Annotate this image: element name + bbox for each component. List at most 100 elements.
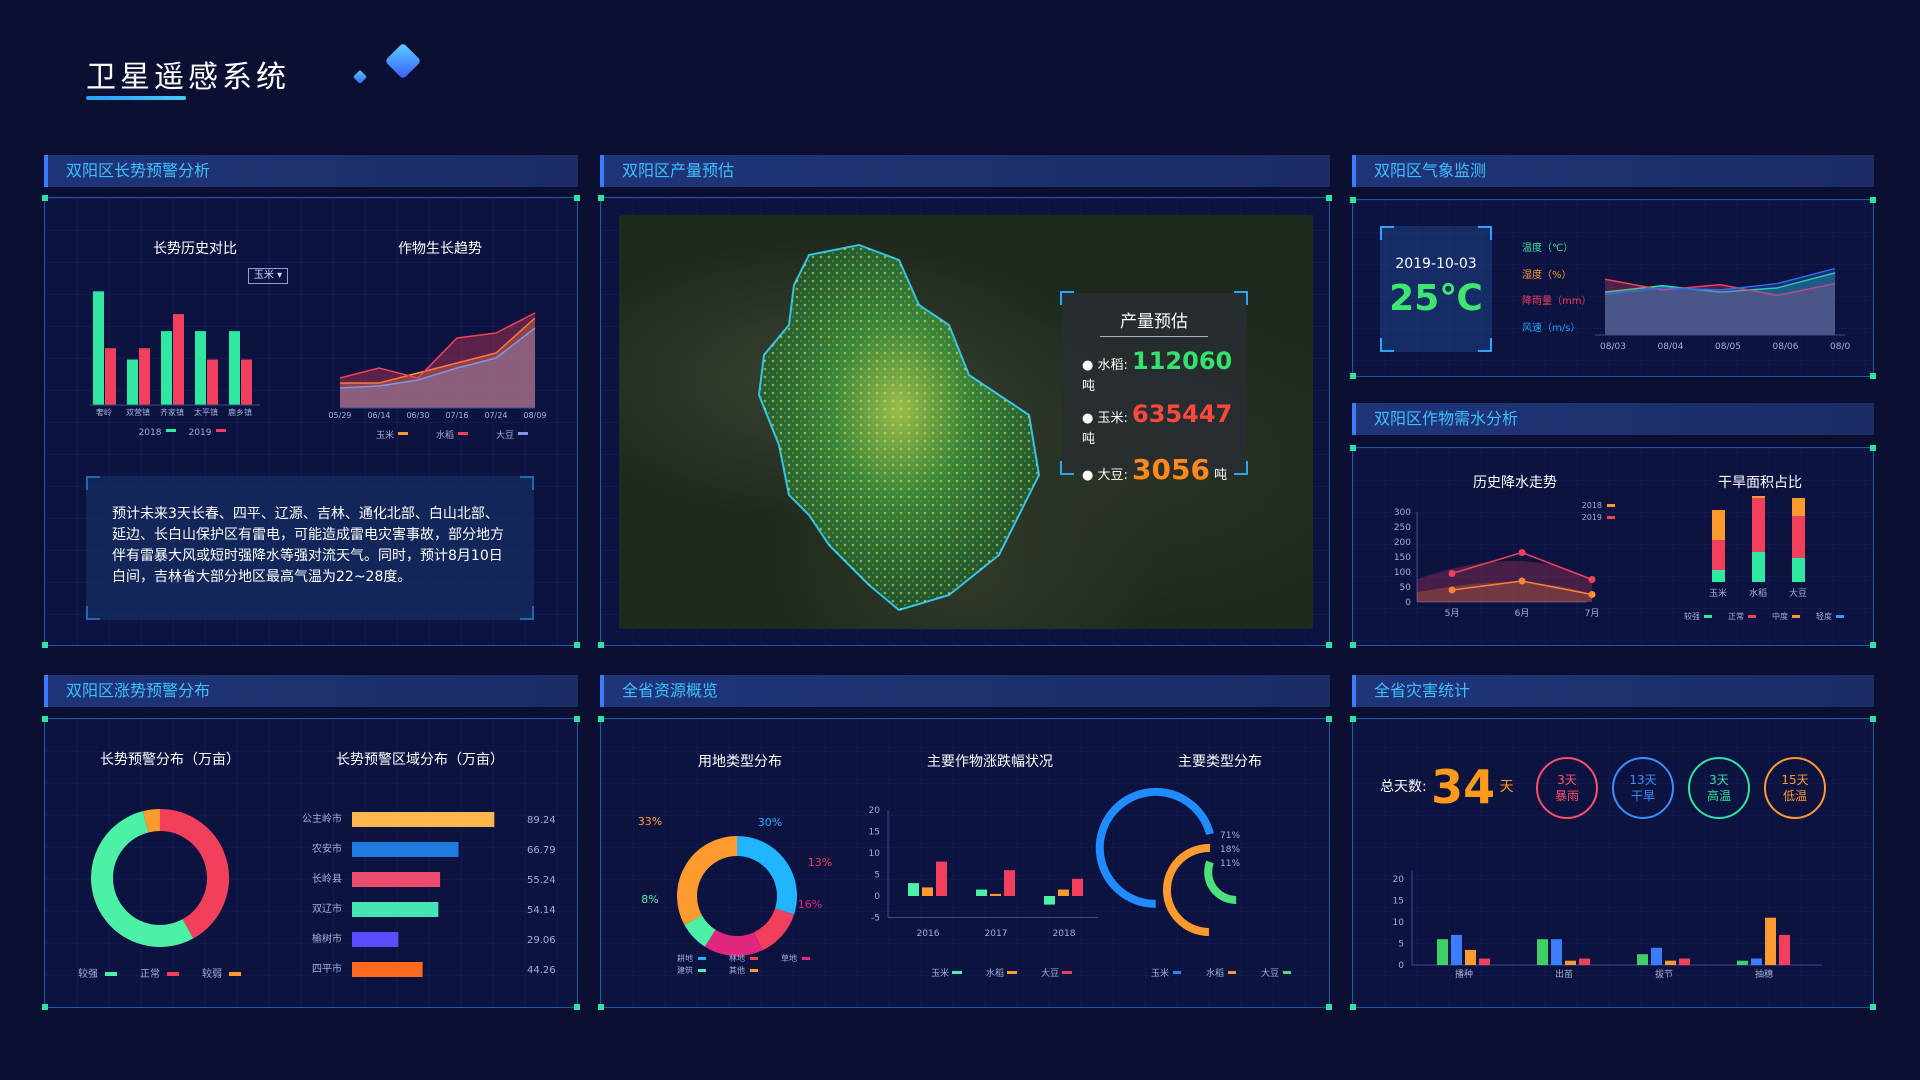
drought-bar — [1712, 540, 1725, 570]
weather-area — [1605, 279, 1835, 335]
history-bar — [195, 331, 206, 405]
history-bar — [241, 359, 252, 405]
land-legend-label: 草地 — [781, 953, 797, 963]
crop-legend-label: 水稻 — [986, 967, 1004, 979]
disaster-bar — [1479, 958, 1490, 965]
donut-title: 长势预警分布（万亩） — [100, 752, 240, 768]
crop-bar — [1004, 870, 1015, 896]
land-label: 8% — [641, 893, 658, 906]
type-arc — [1163, 843, 1211, 936]
disaster-bar — [1751, 958, 1762, 965]
history-legend-label: 2019 — [189, 428, 212, 438]
disaster-total-label: 总天数: — [1380, 779, 1427, 795]
region-label: 公主岭市 — [302, 812, 342, 825]
disaster-ytick: 10 — [1393, 918, 1405, 928]
water-panel — [1350, 445, 1876, 648]
crop-legend-swatch — [1062, 971, 1072, 974]
land-slice — [704, 929, 763, 956]
resources-header: 全省资源概览 — [600, 675, 1330, 707]
main-type-title: 主要类型分布 — [1178, 754, 1262, 770]
diamond-icon — [384, 42, 422, 80]
legend-wind: 风速（m/s） — [1522, 323, 1581, 334]
region-bar — [352, 842, 459, 857]
drought-tick: 大豆 — [1789, 587, 1807, 599]
history-tick: 太平镇 — [194, 407, 218, 417]
weather-temperature: 25℃ — [1389, 278, 1483, 319]
region-value: 29.06 — [527, 935, 556, 946]
type-legend-swatch — [1173, 971, 1181, 974]
rain-ytick: 300 — [1394, 508, 1411, 518]
region-label: 双辽市 — [312, 902, 342, 915]
history-bar — [93, 291, 104, 405]
trend-legend-swatch — [518, 432, 528, 435]
region-value: 89.24 — [527, 815, 556, 826]
crop-ytick: 10 — [869, 849, 881, 859]
disaster-bar — [1565, 960, 1576, 965]
legend-humidity: 湿度（%） — [1522, 270, 1572, 281]
trend-line — [340, 317, 536, 384]
legend-rain: 降雨量（mm） — [1522, 296, 1592, 307]
land-legend-label: 耕地 — [677, 953, 693, 963]
crop-legend-label: 玉米 — [931, 967, 949, 979]
region-bar — [352, 962, 423, 977]
badge-drought[interactable]: 13天 干旱 — [1612, 757, 1674, 819]
region-label: 四平市 — [312, 962, 342, 975]
warning-legend-label: 正常 — [140, 967, 160, 980]
disaster-header: 全省灾害统计 — [1352, 675, 1874, 707]
trend-tick: 08/09 — [523, 411, 546, 420]
badge-rainstorm[interactable]: 3天 暴雨 — [1536, 757, 1598, 819]
history-tick: 鹿乡镇 — [228, 407, 252, 417]
badge-cold[interactable]: 15天 低温 — [1764, 757, 1826, 819]
trend-line — [339, 312, 536, 379]
region-bar — [352, 812, 495, 827]
drought-legend-swatch — [1836, 615, 1844, 618]
growth-charts-svg: 奢岭 双营镇 齐家镇 太平镇 鹿乡镇 2018 2019 05/29 06/14 06/30 07… — [90, 291, 547, 441]
history-bar — [105, 348, 116, 405]
history-bar — [229, 331, 240, 405]
drought-title: 干旱面积占比 — [1718, 475, 1802, 491]
disaster-tick: 抽穗 — [1755, 968, 1773, 980]
land-legend-label: 其他 — [729, 965, 745, 975]
drought-bar — [1752, 496, 1765, 498]
history-legend-swatch — [216, 429, 226, 432]
land-slice — [753, 907, 795, 951]
disaster-bar — [1679, 958, 1690, 965]
rain-point — [1518, 549, 1526, 556]
forecast-text: 预计未来3天长春、四平、辽源、吉林、通化北部、白山北部、延边、长白山保护区有雷电… — [86, 476, 534, 620]
trend-legend-label: 水稻 — [436, 429, 454, 441]
badge-heat[interactable]: 3天 高温 — [1688, 757, 1750, 819]
crop-dropdown[interactable]: 玉米 ▾ — [248, 268, 288, 284]
rain-area — [1417, 582, 1592, 602]
trend-tick: 06/14 — [367, 411, 390, 420]
crop-legend-label: 大豆 — [1041, 967, 1059, 979]
land-title: 用地类型分布 — [698, 754, 782, 770]
weather-tick: 08/07 — [1830, 342, 1850, 352]
disaster-bar — [1551, 939, 1562, 965]
history-title: 长势历史对比 — [153, 241, 237, 257]
type-legend-label: 玉米 — [1151, 967, 1169, 979]
crop-tick: 2017 — [985, 929, 1008, 939]
land-label: 16% — [798, 898, 822, 911]
region-value: 66.79 — [527, 845, 556, 856]
disaster-chart-svg: 20 15 10 5 0 播种 出苗 拔节 抽穗 — [1393, 870, 1822, 980]
trend-tick: 06/30 — [406, 411, 429, 420]
land-legend-swatch — [750, 957, 758, 960]
crop-bar — [1058, 889, 1069, 896]
warning-legend-label: 较弱 — [202, 967, 222, 980]
crop-ytick: 20 — [869, 806, 881, 816]
rain-xtick: 5月 — [1445, 608, 1460, 619]
drought-bar — [1752, 498, 1765, 552]
chevron-down-icon: ▾ — [273, 270, 283, 281]
land-legend-label: 林地 — [729, 953, 745, 963]
disaster-total: 总天数: 34 天 — [1380, 760, 1514, 814]
region-label: 榆树市 — [312, 932, 342, 945]
yield-box: 产量预估 ● 水稻: 112060 吨 ● 玉米: 635447 吨 ● 大豆:… — [1060, 291, 1248, 486]
trend-legend-label: 玉米 — [376, 429, 394, 441]
weather-tick: 08/06 — [1773, 342, 1799, 352]
warning-legend-label: 较强 — [78, 967, 98, 980]
disaster-tick: 出苗 — [1555, 968, 1573, 980]
rain-point — [1448, 570, 1456, 577]
water-charts-svg: 0 50 100 150 200 250 300 5月 6月 7月 2018 2019 玉米 水稻 大豆较… — [1394, 496, 1844, 621]
drought-legend-label: 较强 — [1684, 611, 1700, 621]
